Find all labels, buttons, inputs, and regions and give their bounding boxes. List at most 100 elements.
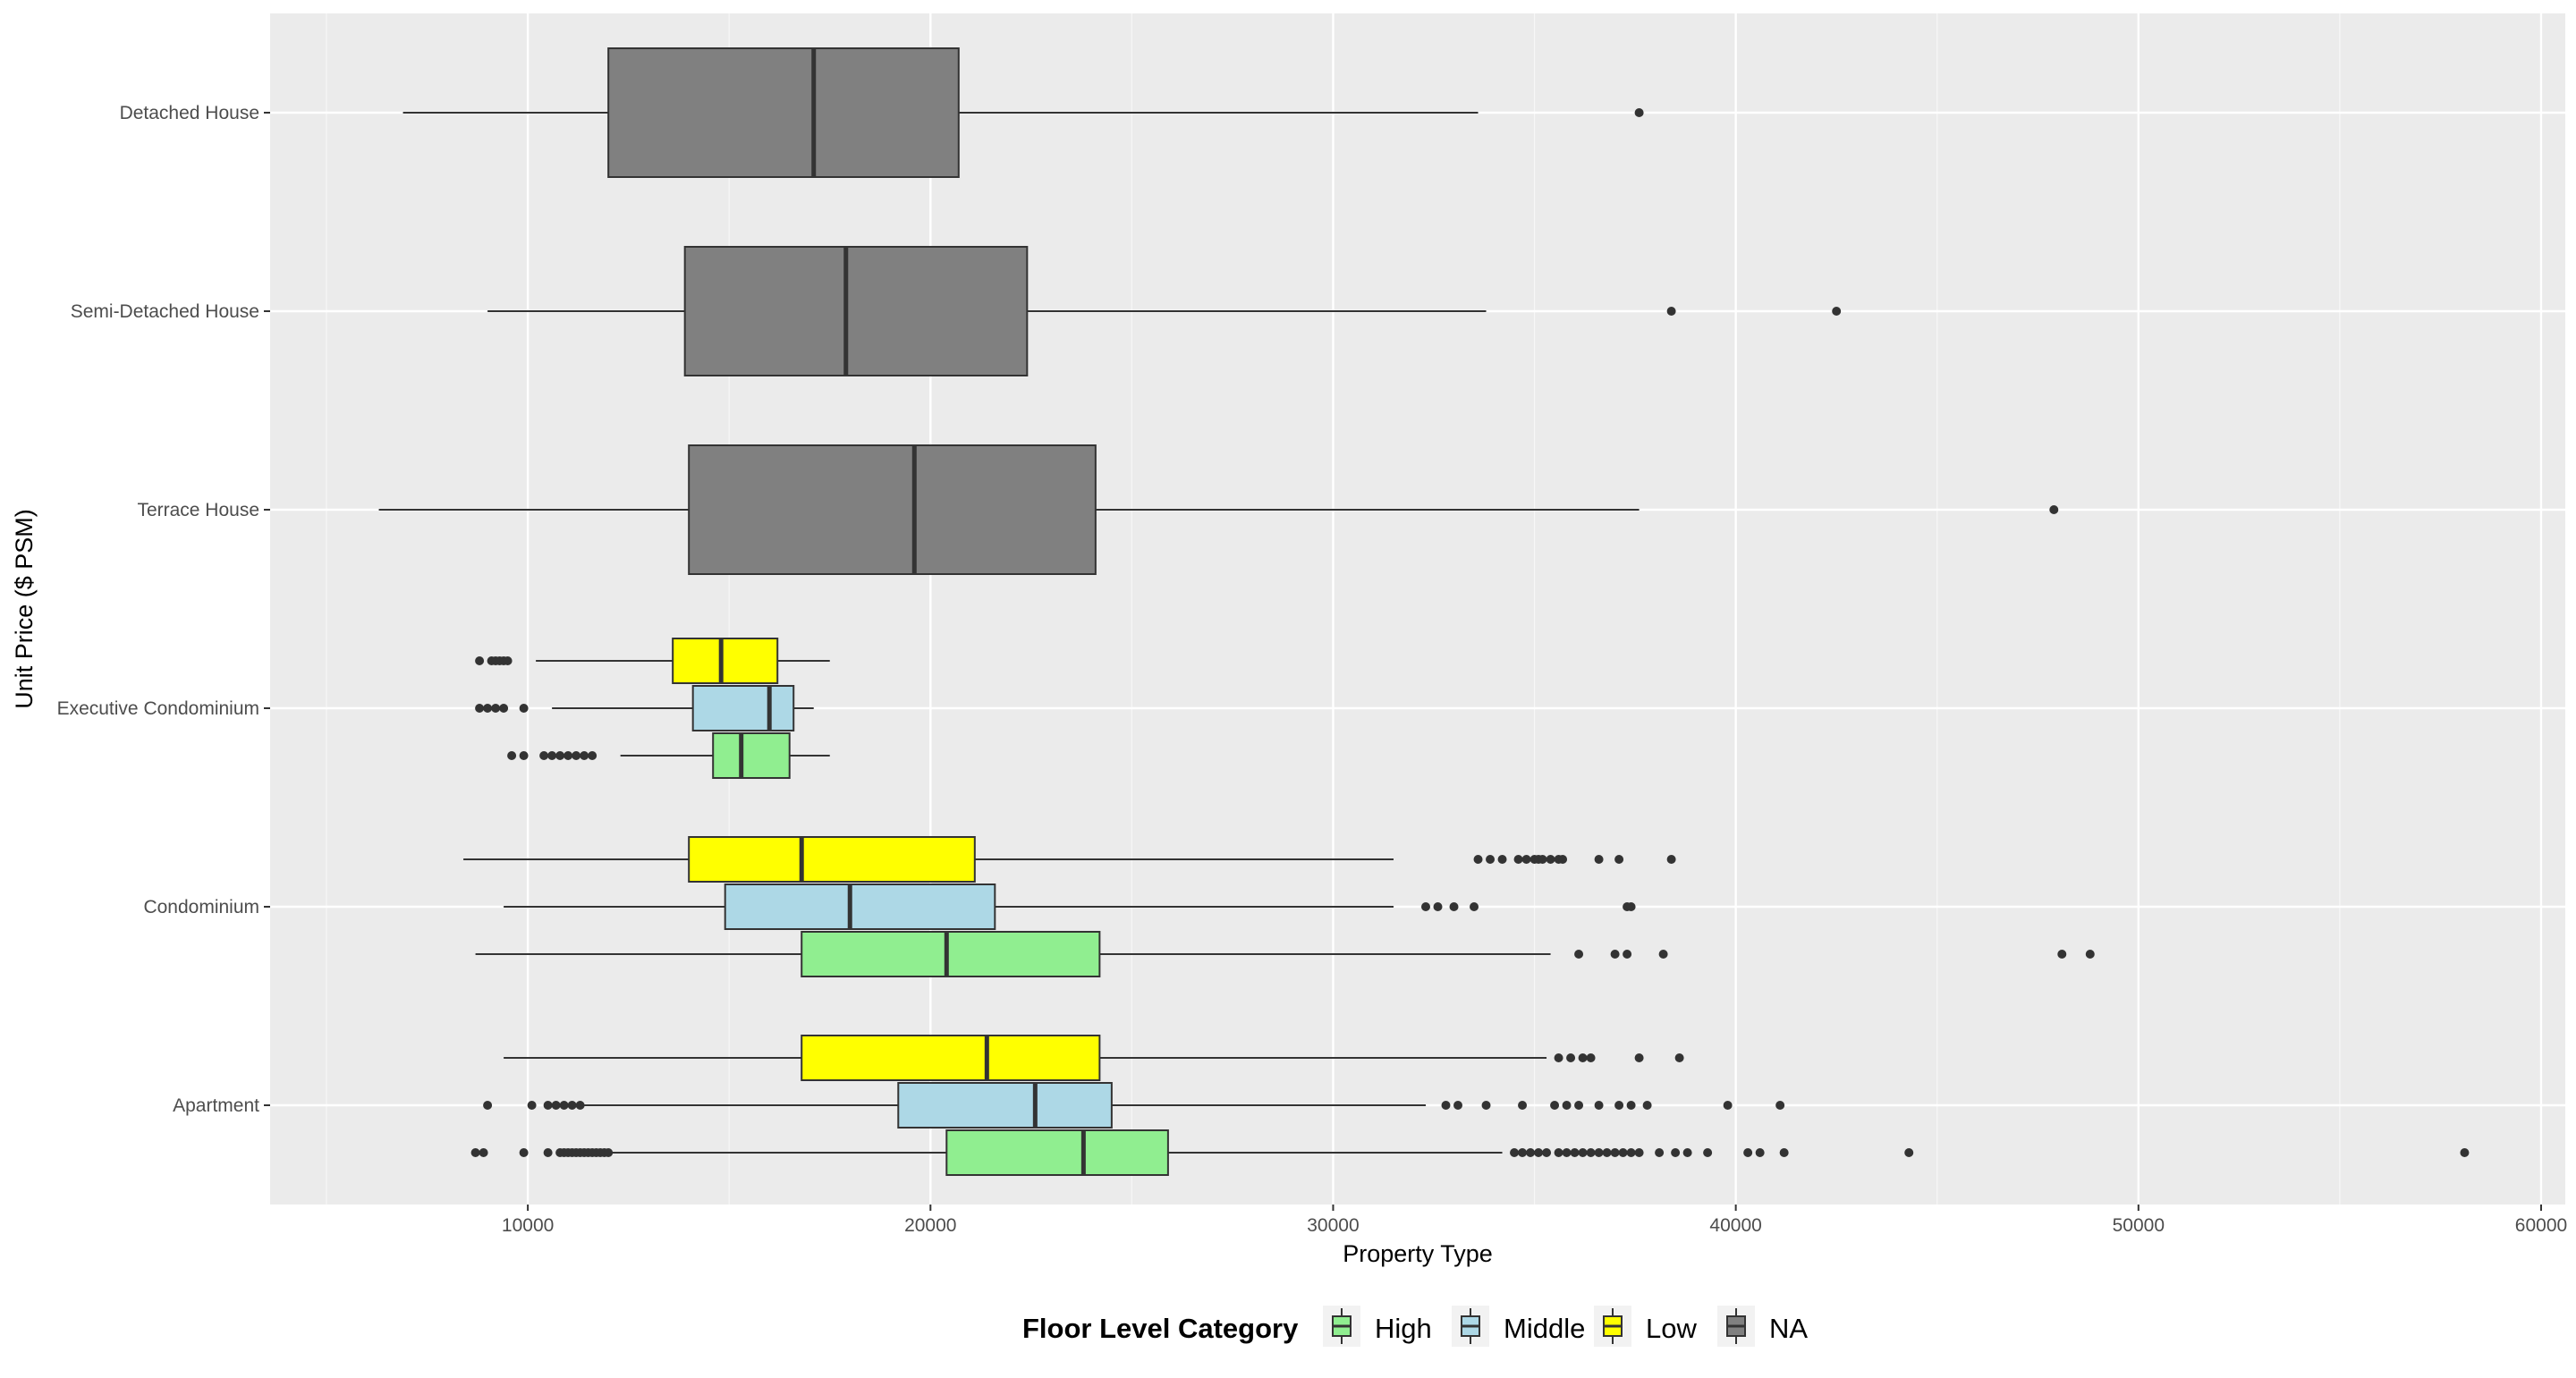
outlier-point [1538,855,1547,864]
outlier-point [1518,1148,1528,1157]
outlier-point [1674,1053,1684,1062]
outlier-point [1453,1101,1463,1110]
outlier-point [1642,1101,1652,1110]
outlier-point [1723,1101,1733,1110]
outlier-point [1550,1101,1560,1110]
y-tick-label: Executive Condominium [57,698,259,719]
outlier-point [1513,855,1523,864]
box-iqr [607,47,960,178]
legend: Floor Level Category High Middle Low NA [1022,1306,1808,1347]
legend-item-low: Low [1594,1306,1697,1347]
outlier-point [1521,855,1531,864]
outlier-point [1614,855,1624,864]
outlier-point [1578,1148,1588,1157]
outlier-point [1594,855,1604,864]
outlier-point [543,1101,553,1110]
box-condominium-low [463,836,1676,883]
outlier-point [1554,1053,1563,1062]
outlier-point [1562,1148,1572,1157]
outlier-point [475,704,485,713]
box-apartment-high [470,1129,2470,1176]
outlier-point [572,751,581,760]
outlier-point [543,1148,553,1157]
outlier-point [1421,902,1431,911]
outlier-point [519,1148,529,1157]
outlier-point [483,1101,493,1110]
box-iqr [688,444,1097,575]
x-tick-label: 20000 [904,1215,956,1236]
outlier-point [567,1101,577,1110]
outlier-point [499,704,509,713]
outlier-point [1626,1148,1636,1157]
legend-item-middle: Middle [1452,1306,1585,1347]
legend-label: Middle [1504,1313,1585,1344]
outlier-point [1671,1148,1681,1157]
box-condominium-middle [504,883,1636,930]
outlier-point [1578,1053,1588,1062]
outlier-point [1682,1148,1692,1157]
outlier-point [1602,1148,1612,1157]
x-tick-label: 50000 [2113,1215,2165,1236]
minor-gridlines [326,13,2341,1205]
outlier-point [1570,1148,1580,1157]
outlier-point [1634,1148,1644,1157]
outlier-point [547,751,557,760]
outlier-point [2460,1148,2470,1157]
outlier-point [1542,1148,1552,1157]
box-iqr [801,931,1101,977]
box-apartment-low [504,1035,1684,1081]
outlier-point [1626,902,1636,911]
outlier-point [1518,1101,1528,1110]
outlier-point [1534,1148,1544,1157]
outlier-point [1574,950,1584,959]
outlier-point [1574,1101,1584,1110]
box-apartment-middle [483,1082,1785,1129]
outlier-point [1562,1101,1572,1110]
outlier-point [1743,1148,1753,1157]
legend-label: NA [1769,1313,1808,1344]
outlier-point [475,656,485,665]
outlier-point [2057,950,2067,959]
box-layer [378,47,2470,1176]
outlier-point [1449,902,1459,911]
plot-panel [270,13,2565,1205]
outlier-point [1558,855,1568,864]
outlier-point [1526,1148,1536,1157]
outlier-point [1566,1053,1576,1062]
box-iqr [712,732,791,779]
y-tick-label: Detached House [120,103,259,123]
outlier-point [1626,1101,1636,1110]
outlier-point [555,751,565,760]
outlier-point [527,1101,537,1110]
outlier-point [1634,108,1644,117]
outlier-point [588,751,597,760]
legend-label: Low [1646,1313,1697,1344]
box-iqr [672,638,779,684]
legend-label: High [1375,1313,1432,1344]
outlier-point [1832,307,1842,316]
outlier-point [1666,307,1676,316]
outlier-point [1610,950,1620,959]
box-iqr [691,685,795,731]
box-iqr [945,1129,1169,1176]
outlier-point [575,1101,585,1110]
y-axis-title: Unit Price ($ PSM) [11,509,38,709]
outlier-point [1433,902,1443,911]
outlier-point [507,751,517,760]
box-detached-house-na [402,47,1644,178]
outlier-point [491,704,501,713]
outlier-point [1614,1101,1624,1110]
y-axis: Detached House Semi-Detached House Terrace… [57,103,270,1116]
y-tick-label: Semi-Detached House [71,301,259,322]
x-axis-title: Property Type [1343,1240,1493,1267]
legend-item-high: High [1323,1306,1432,1347]
y-tick-label: Terrace House [137,500,259,520]
outlier-point [580,751,589,760]
outlier-point [539,751,549,760]
y-tick-label: Apartment [173,1095,259,1116]
outlier-point [483,704,493,713]
outlier-point [1779,1148,1789,1157]
outlier-point [1486,855,1496,864]
outlier-point [1594,1148,1604,1157]
